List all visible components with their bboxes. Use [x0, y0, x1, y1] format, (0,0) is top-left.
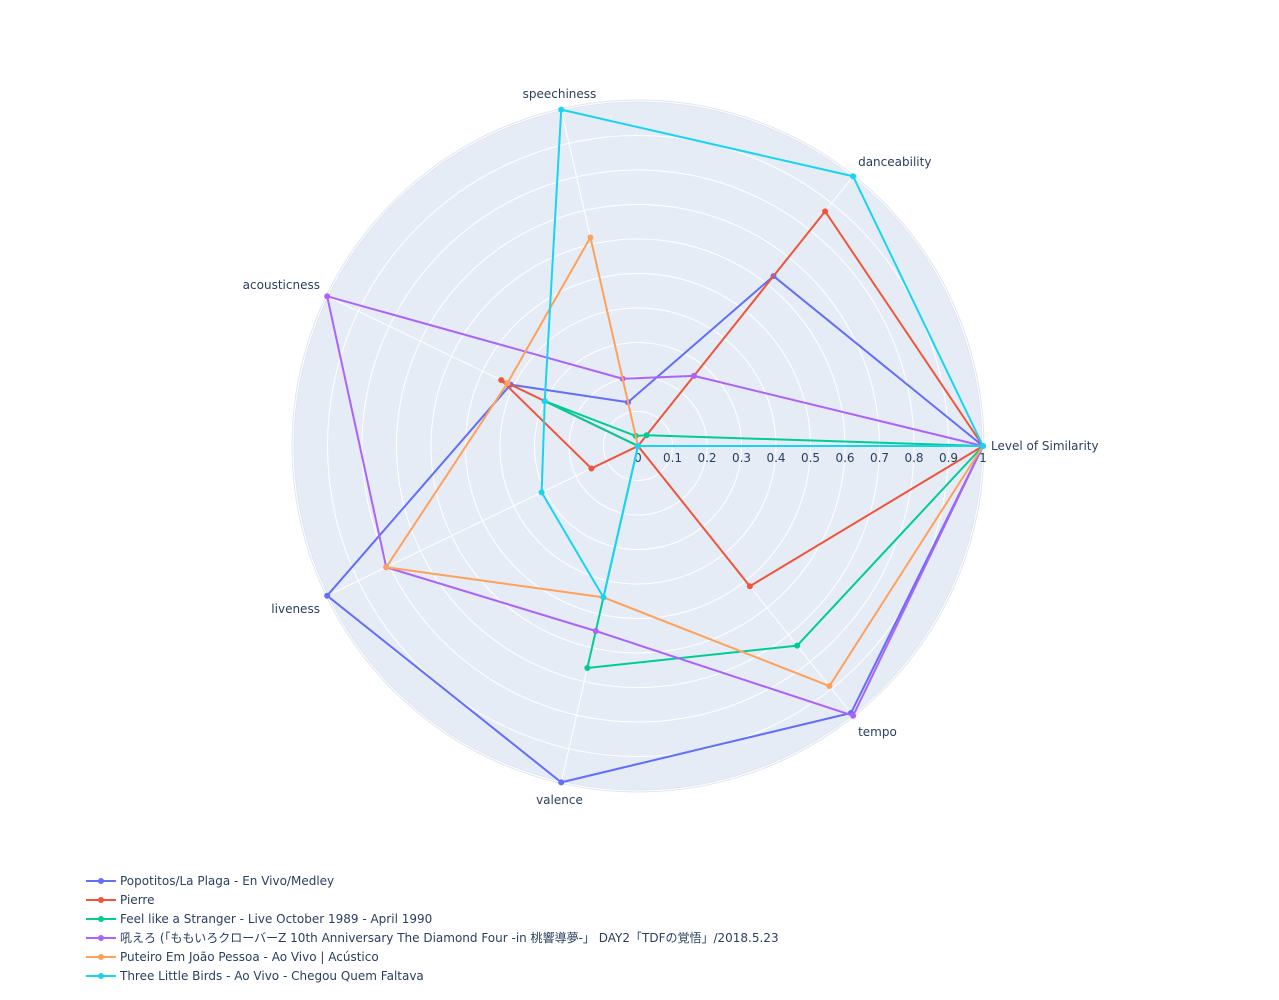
data-point [600, 594, 607, 601]
data-point [850, 173, 857, 180]
radial-tick-label: 0.3 [732, 451, 751, 465]
data-point [850, 712, 857, 719]
radial-tick-label: 0.8 [904, 451, 923, 465]
series-line [500, 210, 984, 588]
data-point [538, 489, 545, 496]
radial-tick-label: 0 [634, 451, 642, 465]
series-line [385, 236, 984, 688]
legend-item[interactable]: Puteiro Em João Pessoa - Ao Vivo | Acúst… [86, 947, 779, 966]
radial-tick-label: 0.6 [835, 451, 854, 465]
spoke-line [326, 445, 639, 597]
legend-swatch-marker [98, 877, 104, 884]
legend-label: Three Little Birds - Ao Vivo - Chegou Qu… [120, 968, 424, 983]
legend-swatch [86, 972, 116, 979]
radial-tick-label: 0.4 [766, 451, 785, 465]
data-point [826, 683, 833, 690]
radial-tick-label: 0.9 [939, 451, 958, 465]
radial-tick-label: 0.1 [663, 451, 682, 465]
data-point [746, 583, 753, 590]
data-point [980, 443, 986, 449]
legend-item[interactable]: Three Little Birds - Ao Vivo - Chegou Qu… [86, 966, 779, 985]
legend-swatch [86, 915, 116, 922]
legend-item[interactable]: Feel like a Stranger - Live October 1989… [86, 909, 779, 928]
legend-label: Feel like a Stranger - Live October 1989… [120, 911, 433, 926]
axis-label-level-of-similarity: Level of Similarity [991, 439, 1099, 453]
data-point [822, 208, 829, 215]
axis-label-valence: valence [536, 793, 583, 807]
legend-label: Pierre [120, 892, 155, 907]
data-point [592, 627, 599, 634]
legend-swatch-marker [98, 896, 104, 903]
data-point [584, 664, 591, 671]
data-point [504, 380, 511, 387]
legend: Popotitos/La Plaga - En Vivo/Medley Pierr… [86, 871, 779, 985]
trace-3 [324, 293, 986, 719]
axis-label-danceability: danceability [858, 155, 931, 169]
series-line [326, 295, 984, 717]
radial-tick-label: 0.7 [870, 451, 889, 465]
data-point [587, 234, 594, 241]
legend-item[interactable]: 吼えろ (「ももいろクローバーZ 10th Anniversary The Di… [86, 928, 779, 947]
legend-swatch [86, 896, 116, 903]
legend-label: Popotitos/La Plaga - En Vivo/Medley [120, 873, 335, 888]
data-point [383, 564, 390, 571]
series-line [540, 108, 984, 599]
axis-label-acousticness: acousticness [243, 278, 320, 292]
radial-tick-label: 0.2 [697, 451, 716, 465]
legend-swatch [86, 953, 116, 960]
legend-label: Puteiro Em João Pessoa - Ao Vivo | Acúst… [120, 949, 379, 964]
legend-swatch [86, 877, 116, 884]
series-line [326, 275, 984, 784]
data-point [558, 106, 565, 113]
legend-swatch-marker [98, 915, 104, 922]
axis-label-liveness: liveness [271, 602, 320, 616]
data-point [498, 377, 505, 384]
data-point [558, 779, 565, 786]
data-point [588, 465, 595, 472]
data-point [794, 642, 801, 649]
legend-label: 吼えろ (「ももいろクローバーZ 10th Anniversary The Di… [120, 931, 779, 945]
data-point [324, 592, 331, 599]
legend-item[interactable]: Pierre [86, 890, 779, 909]
legend-swatch-marker [98, 934, 104, 941]
axis-label-tempo: tempo [858, 725, 897, 739]
data-point [324, 293, 331, 300]
legend-swatch [86, 934, 116, 941]
legend-swatch-marker [98, 953, 104, 960]
traces [324, 106, 986, 786]
data-point [690, 372, 697, 379]
legend-item[interactable]: Popotitos/La Plaga - En Vivo/Medley [86, 871, 779, 890]
axis-label-speechiness: speechiness [523, 87, 597, 101]
radial-tick-label: 1 [979, 451, 987, 465]
data-point [643, 432, 650, 439]
angular-axis-labels: Level of Similarity danceability speechine… [243, 87, 1099, 807]
data-point [635, 443, 641, 449]
radial-tick-labels: 0 0.1 0.2 0.3 0.4 0.5 0.6 0.7 0.8 0.9 1 [634, 451, 987, 465]
legend-swatch-marker [98, 972, 104, 979]
radial-tick-label: 0.5 [801, 451, 820, 465]
data-point [541, 398, 548, 405]
trace-5 [538, 106, 986, 601]
trace-0 [324, 273, 986, 786]
radar-chart: 0 0.1 0.2 0.3 0.4 0.5 0.6 0.7 0.8 0.9 1 Level of S… [243, 87, 1099, 807]
